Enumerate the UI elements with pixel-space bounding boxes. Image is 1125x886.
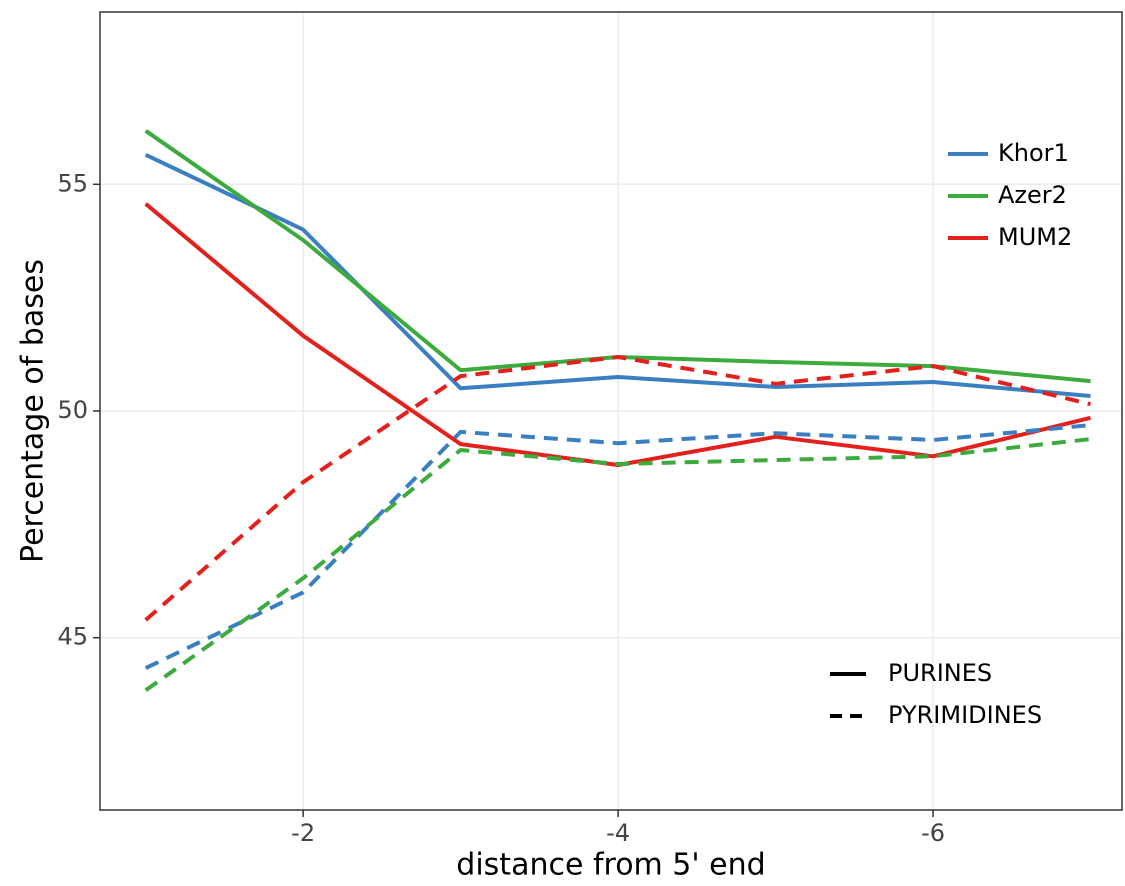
x-tick-label: -2 — [291, 819, 315, 847]
legend-text: PYRIMIDINES — [888, 701, 1042, 729]
legend-text: PURINES — [888, 659, 992, 687]
panel-border — [99, 11, 1123, 811]
x-axis-title: distance from 5' end — [456, 848, 765, 883]
series-line — [144, 152, 1091, 398]
legend-text: Azer2 — [998, 181, 1067, 209]
y-tick-label: 45 — [57, 623, 88, 651]
x-tick-label: -6 — [921, 819, 945, 847]
series-line — [144, 423, 1091, 670]
series-line — [144, 437, 1091, 692]
x-tick-label: -4 — [606, 819, 630, 847]
y-tick-label: 50 — [57, 396, 88, 424]
series-line — [144, 355, 1091, 622]
legend-text: Khor1 — [998, 139, 1069, 167]
y-axis-title: Percentage of bases — [16, 259, 51, 563]
legend-text: MUM2 — [998, 223, 1072, 251]
y-tick-label: 55 — [57, 169, 88, 197]
